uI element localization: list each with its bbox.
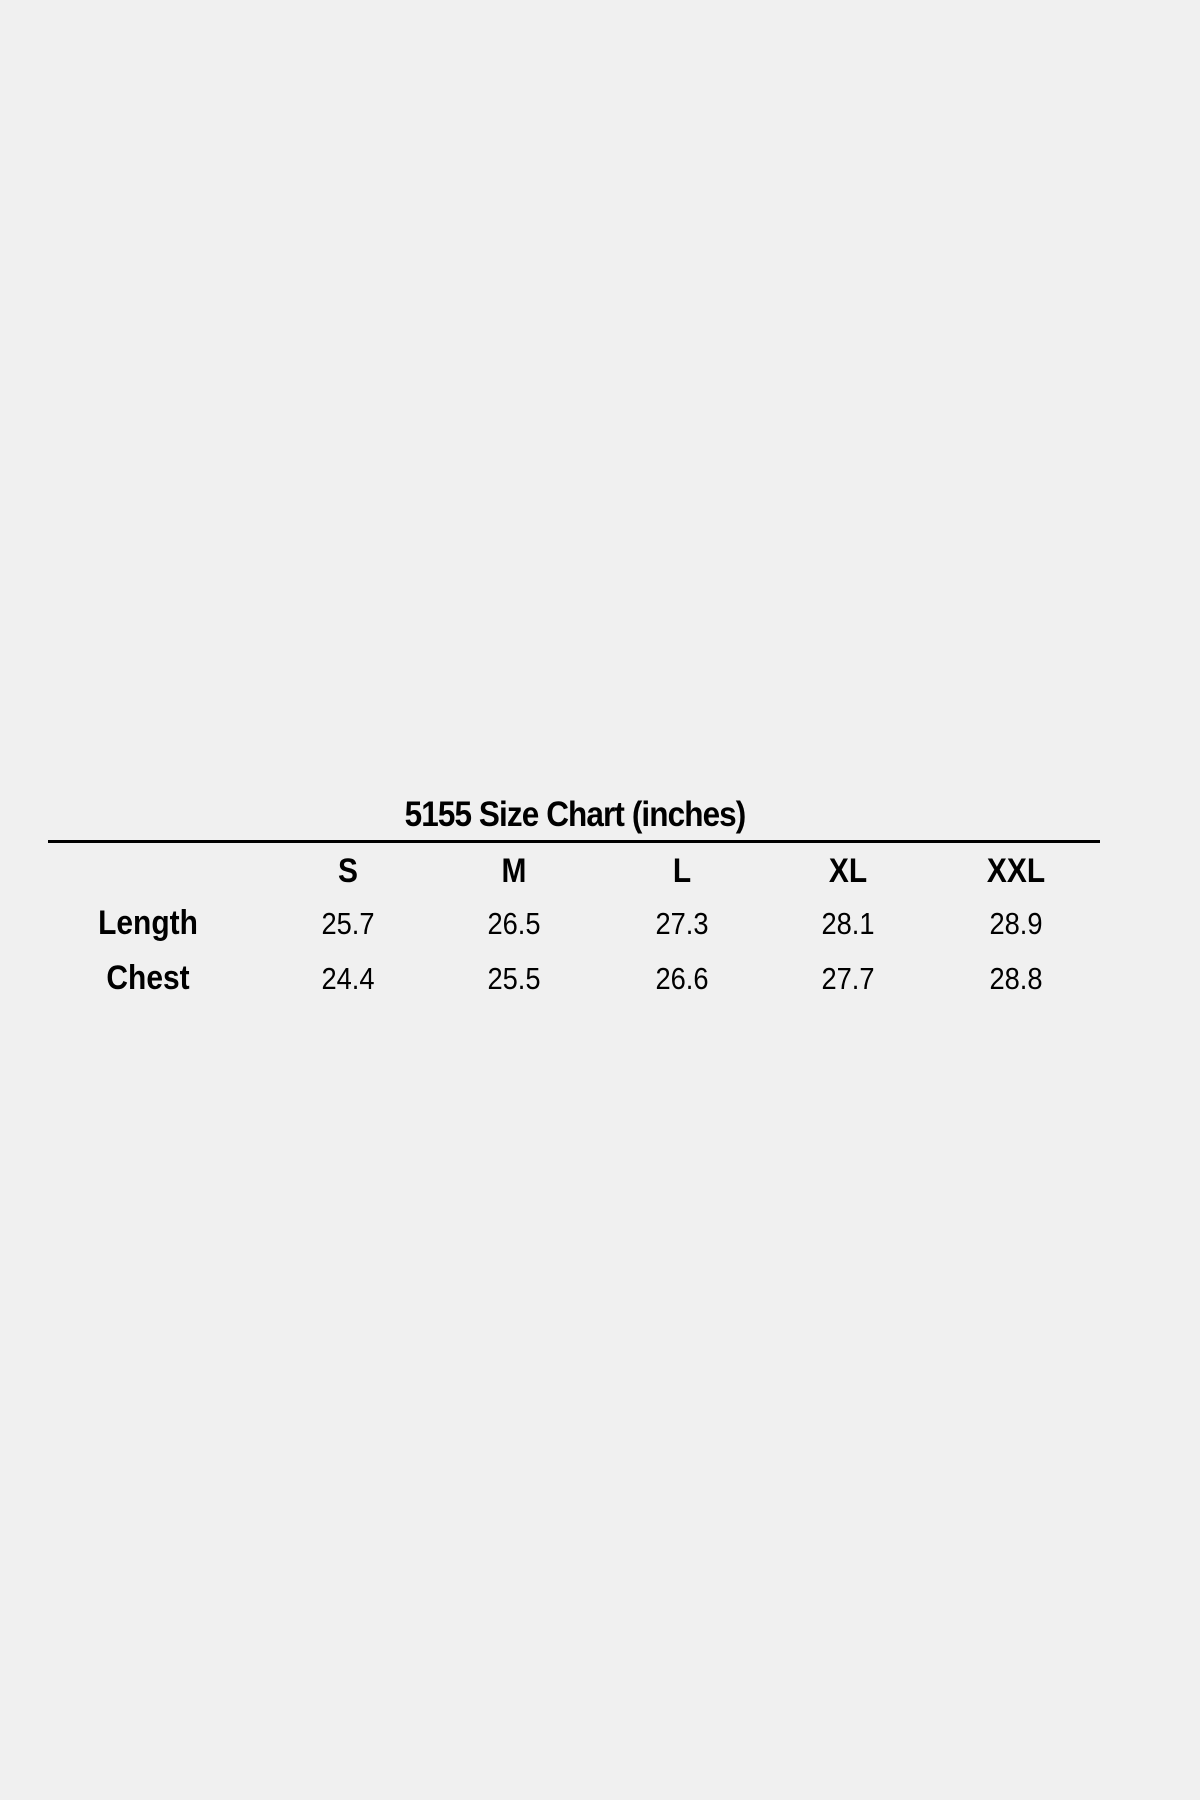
table-cell: 25.7 — [321, 906, 375, 941]
table-cell: 25.5 — [487, 961, 541, 996]
table-cell: 28.1 — [821, 906, 875, 941]
table-cell: 28.9 — [989, 906, 1043, 941]
table-cell: 26.6 — [655, 961, 709, 996]
column-header: L — [672, 852, 692, 890]
column-header: S — [338, 852, 358, 890]
column-header: M — [501, 852, 527, 890]
table-cell: 27.7 — [821, 961, 875, 996]
size-chart-title: 5155 Size Chart (inches) — [404, 795, 747, 834]
header-divider — [48, 840, 1100, 843]
table-cell: 26.5 — [487, 906, 541, 941]
column-header: XXL — [986, 852, 1046, 890]
row-label: Length — [98, 904, 198, 942]
column-header: XL — [828, 852, 868, 890]
table-cell: 27.3 — [655, 906, 709, 941]
row-label: Chest — [106, 959, 190, 997]
table-cell: 24.4 — [321, 961, 375, 996]
table-cell: 28.8 — [989, 961, 1043, 996]
